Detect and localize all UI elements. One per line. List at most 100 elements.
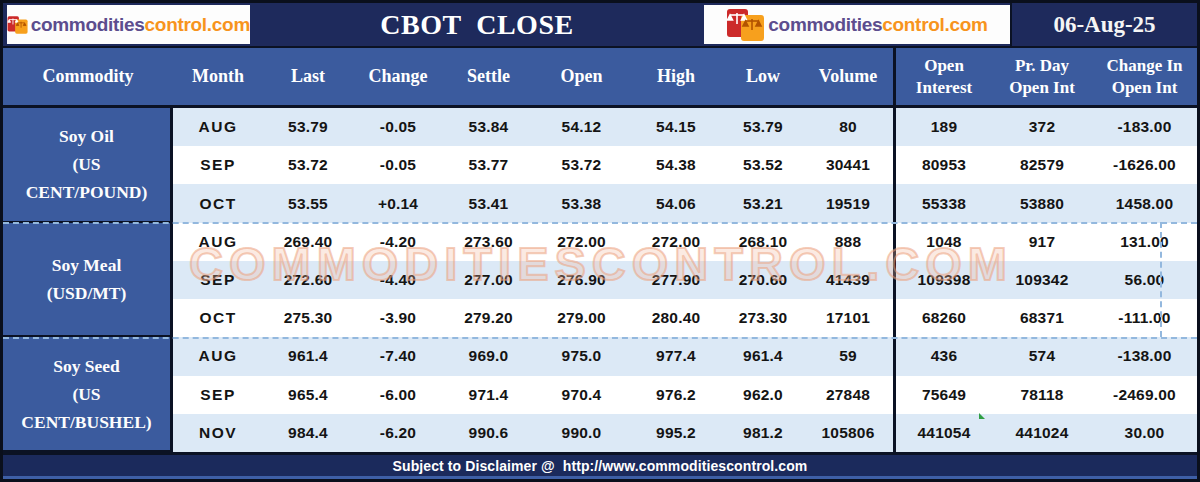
cell-volume: 19519	[803, 184, 893, 222]
cell-open-interest: 1048	[893, 223, 992, 261]
logo-wordmark: commoditiescontrol.com	[31, 14, 250, 36]
cell-high: 54.15	[629, 108, 723, 146]
cell-open: 975.0	[534, 337, 629, 375]
cell-low: 53.79	[723, 108, 803, 146]
cell-settle: 990.6	[443, 414, 534, 452]
cell-volume: 30441	[803, 146, 893, 184]
cell-settle: 53.77	[443, 146, 534, 184]
cell-high: 995.2	[629, 414, 723, 452]
report-date-box: 06-Aug-25	[1010, 3, 1197, 46]
cell-low: 268.10	[723, 223, 803, 261]
cell-open-interest: 68260	[893, 299, 992, 337]
cell-change: +0.14	[353, 184, 443, 222]
cell-prev-day-oi: 68371	[992, 299, 1092, 337]
cell-change: -7.40	[353, 337, 443, 375]
commodity-label: Soy Meal(USD/MT)	[3, 223, 173, 338]
cell-prev-day-oi: 109342	[992, 261, 1092, 299]
cell-change-oi: -2469.00	[1092, 376, 1197, 414]
cell-month: SEP	[173, 261, 263, 299]
cell-last: 984.4	[263, 414, 353, 452]
cell-open: 53.72	[534, 146, 629, 184]
col-header-commodity: Commodity	[3, 48, 173, 105]
cell-change: -0.05	[353, 146, 443, 184]
cell-month: AUG	[173, 337, 263, 375]
col-header-settle: Settle	[443, 48, 534, 105]
cell-settle: 279.20	[443, 299, 534, 337]
cell-last: 965.4	[263, 376, 353, 414]
cell-prev-day-oi: 82579	[992, 146, 1092, 184]
cell-low: 270.60	[723, 261, 803, 299]
col-header-open-interest: OpenInterest	[893, 48, 992, 105]
cell-month: OCT	[173, 299, 263, 337]
commoditiescontrol-logo-right: commoditiescontrol.com	[704, 5, 1010, 44]
cell-change-oi: -183.00	[1092, 108, 1197, 146]
cell-low: 53.52	[723, 146, 803, 184]
cell-open: 279.00	[534, 299, 629, 337]
cell-open: 54.12	[534, 108, 629, 146]
col-header-low: Low	[723, 48, 803, 105]
cell-open: 272.00	[534, 223, 629, 261]
logo-wordmark: commoditiescontrol.com	[768, 14, 987, 36]
cell-high: 280.40	[629, 299, 723, 337]
col-header-volume: Volume	[803, 48, 893, 105]
commodity-label: Soy Seed(USCENT/BUSHEL)	[3, 337, 173, 452]
cell-change: -4.20	[353, 223, 443, 261]
cell-settle: 277.00	[443, 261, 534, 299]
cell-settle: 53.84	[443, 108, 534, 146]
cell-prev-day-oi: 372	[992, 108, 1092, 146]
cell-month: OCT	[173, 184, 263, 222]
cell-change: -4.40	[353, 261, 443, 299]
cell-settle: 969.0	[443, 337, 534, 375]
cell-change-oi: 56.00	[1092, 261, 1197, 299]
cell-change-oi: -1626.00	[1092, 146, 1197, 184]
cell-last: 53.72	[263, 146, 353, 184]
cell-settle: 971.4	[443, 376, 534, 414]
cell-high: 277.90	[629, 261, 723, 299]
cell-open-interest: 109398	[893, 261, 992, 299]
cell-last: 269.40	[263, 223, 353, 261]
cell-month: AUG	[173, 223, 263, 261]
cell-volume: 41439	[803, 261, 893, 299]
col-header-month: Month	[173, 48, 263, 105]
col-header-change: Change	[353, 48, 443, 105]
cell-last: 53.55	[263, 184, 353, 222]
commodity-label: Soy Oil(USCENT/POUND)	[3, 108, 173, 223]
cell-change-oi: -138.00	[1092, 337, 1197, 375]
col-header-prev-day-open-int: Pr. DayOpen Int	[992, 48, 1092, 105]
cell-open-interest: 436	[893, 337, 992, 375]
cell-last: 275.30	[263, 299, 353, 337]
cell-open-interest: 55338	[893, 184, 992, 222]
col-header-change-in-open-int: Change InOpen Int	[1092, 48, 1197, 105]
cell-open-interest: 189	[893, 108, 992, 146]
cell-high: 272.00	[629, 223, 723, 261]
cell-month: NOV	[173, 414, 263, 452]
cell-month: AUG	[173, 108, 263, 146]
cell-high: 976.2	[629, 376, 723, 414]
cell-high: 977.4	[629, 337, 723, 375]
table-body: Soy Oil(USCENT/POUND)AUG53.79-0.0553.845…	[3, 108, 1197, 452]
cbot-close-report: commoditiescontrol.com CBOT CLOSE commod…	[0, 0, 1200, 482]
cell-prev-day-oi: 53880	[992, 184, 1092, 222]
cell-low: 273.30	[723, 299, 803, 337]
cell-prev-day-oi: 441024	[992, 414, 1092, 452]
col-header-last: Last	[263, 48, 353, 105]
cell-prev-day-oi: 917	[992, 223, 1092, 261]
col-header-open: Open	[534, 48, 629, 105]
balance-scale-icon	[726, 7, 766, 43]
cell-change-oi: 30.00	[1092, 414, 1197, 452]
cell-change-oi: 1458.00	[1092, 184, 1197, 222]
cell-month: SEP	[173, 146, 263, 184]
column-header-row: Commodity Month Last Change Settle Open …	[3, 48, 1197, 108]
cell-change-oi: -111.00	[1092, 299, 1197, 337]
cell-volume: 59	[803, 337, 893, 375]
cell-open: 990.0	[534, 414, 629, 452]
cell-settle: 53.41	[443, 184, 534, 222]
commoditiescontrol-logo: commoditiescontrol.com	[7, 5, 250, 44]
top-banner: commoditiescontrol.com CBOT CLOSE commod…	[3, 3, 1197, 48]
cell-last: 961.4	[263, 337, 353, 375]
cell-settle: 273.60	[443, 223, 534, 261]
cell-last: 53.79	[263, 108, 353, 146]
cell-open: 970.4	[534, 376, 629, 414]
cell-volume: 17101	[803, 299, 893, 337]
cell-change: -6.00	[353, 376, 443, 414]
